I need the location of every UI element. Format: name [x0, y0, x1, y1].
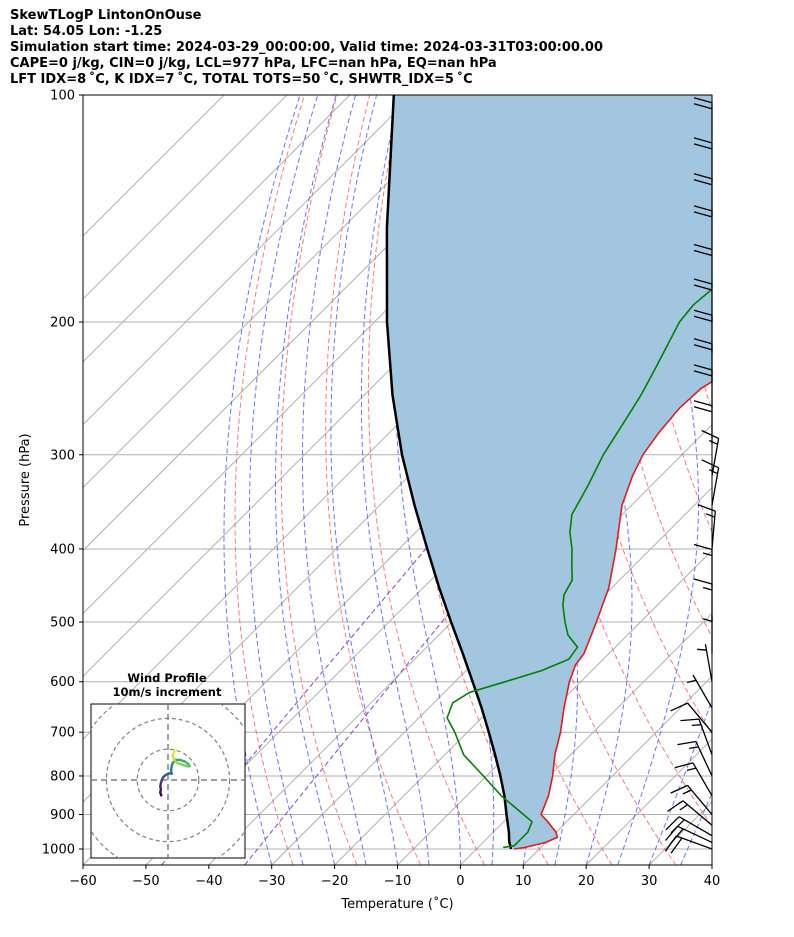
- simulation-times: Simulation start time: 2024-03-29_00:00:…: [10, 40, 603, 55]
- x-tick-label: 40: [704, 874, 721, 889]
- hodograph-segment: [172, 749, 177, 754]
- wind-barbs: [664, 97, 720, 854]
- convective-parameters: CAPE=0 j/kg, CIN=0 j/kg, LCL=977 hPa, LF…: [10, 56, 497, 71]
- moist-adiabat-line: [302, 95, 367, 865]
- y-axis-label: Pressure (hPa): [18, 433, 33, 526]
- temperature-line: [513, 380, 712, 850]
- dry-adiabat-line: [280, 95, 358, 865]
- isotherm-line: [334, 486, 712, 865]
- y-tick-label: 200: [50, 315, 75, 330]
- dewpoint-line: [446, 288, 712, 849]
- moist-adiabat-line: [330, 95, 398, 865]
- y-tick-label: 400: [50, 542, 75, 557]
- wind-barb: [667, 800, 713, 826]
- moist-adiabat-line: [361, 95, 430, 865]
- wind-barb: [674, 762, 713, 797]
- dry-adiabat-line: [761, 95, 794, 865]
- dry-adiabat-line: [325, 95, 422, 865]
- x-axis-label: Temperature (˚C): [340, 896, 453, 912]
- y-tick-label: 500: [50, 616, 75, 631]
- isotherm-line: [83, 95, 225, 237]
- dry-adiabat-line: [367, 95, 485, 865]
- wind-barb: [693, 578, 713, 623]
- isotherm-line: [83, 95, 351, 363]
- wind-barb: [686, 674, 713, 709]
- y-tick-label: 700: [50, 726, 75, 741]
- x-tick-label: −10: [384, 874, 411, 889]
- moist-adiabat-line: [617, 95, 699, 865]
- wind-barb: [693, 97, 713, 141]
- cin-shading: [386, 95, 712, 849]
- wind-barb: [693, 205, 713, 249]
- x-tick-label: 20: [578, 874, 595, 889]
- y-tick-label: 1000: [42, 843, 75, 858]
- x-tick-label: −50: [132, 874, 159, 889]
- moist-adiabat-line: [711, 863, 712, 865]
- wind-barb: [701, 459, 720, 506]
- x-tick-label: 30: [641, 874, 658, 889]
- wind-barb: [701, 429, 720, 477]
- wind-barb: [693, 243, 713, 288]
- chart-header: SkewTLogP LintonOnOuse Lat: 54.05 Lon: -…: [10, 8, 603, 88]
- isotherm-line: [460, 612, 712, 865]
- hodograph-ring: [136, 748, 200, 812]
- wind-barb: [693, 543, 713, 588]
- moist-adiabat-line: [680, 792, 712, 865]
- x-tick-label: −40: [195, 874, 222, 889]
- y-tick-label: 300: [50, 448, 75, 463]
- x-tick-label: 10: [515, 874, 532, 889]
- wind-barb: [670, 784, 713, 815]
- mixing-ratio-line: [161, 454, 506, 865]
- wind-barb: [665, 816, 713, 837]
- y-tick-label: 900: [50, 808, 75, 823]
- isotherm-line: [83, 95, 414, 426]
- y-tick-label: 800: [50, 769, 75, 784]
- wind-barb: [697, 503, 716, 550]
- wind-barb: [693, 137, 713, 181]
- moist-adiabat-line: [249, 95, 319, 865]
- isotherm-line: [522, 675, 712, 865]
- wind-barb: [697, 644, 713, 682]
- moist-adiabat-line: [223, 95, 301, 865]
- wind-barb: [677, 740, 713, 777]
- sounding-curves: [385, 95, 712, 850]
- x-tick-label: −30: [258, 874, 285, 889]
- hodograph-plot-area: [91, 704, 245, 858]
- wind-barb: [680, 718, 713, 756]
- hodograph-title: Wind Profile: [127, 671, 207, 685]
- mixing-ratio-line: [244, 454, 580, 865]
- wind-barb: [670, 702, 713, 733]
- isotherm-line: [83, 95, 288, 300]
- y-tick-label: 600: [50, 675, 75, 690]
- moist-adiabat-line: [275, 95, 337, 865]
- dry-adiabat-line: [234, 95, 305, 865]
- isotherm-line: [271, 423, 712, 865]
- parcel-path-line: [385, 95, 513, 850]
- dry-adiabat-line: [728, 95, 794, 865]
- y-tick-label: 100: [50, 89, 75, 104]
- stability-indices: LFT IDX=8 ˚C, K IDX=7 ˚C, TOTAL TOTS=50 …: [10, 72, 473, 87]
- chart-title: SkewTLogP LintonOnOuse: [10, 8, 202, 23]
- x-tick-label: −20: [321, 874, 348, 889]
- moist-adiabat-line: [648, 698, 712, 865]
- x-tick-label: 0: [456, 874, 464, 889]
- x-tick-label: −60: [69, 874, 96, 889]
- isotherm-line: [711, 864, 712, 865]
- hodograph-subtitle: 10m/s increment: [113, 685, 222, 699]
- isotherm-line: [83, 95, 476, 489]
- station-coordinates: Lat: 54.05 Lon: -1.25: [10, 24, 163, 39]
- wind-barb: [693, 400, 713, 444]
- wind-barb: [693, 278, 713, 322]
- axes: −60 −50 −40 −30 −20 −10 0 10 20 30 40 100 200 300 400 5…: [18, 89, 720, 913]
- wind-barb: [693, 173, 713, 217]
